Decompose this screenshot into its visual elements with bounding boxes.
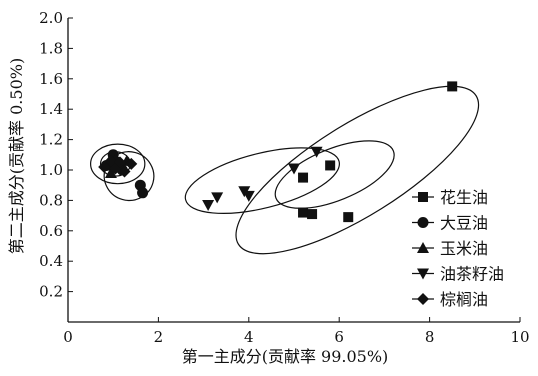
confidence-ellipses <box>89 85 480 255</box>
data-points <box>98 81 458 223</box>
data-point-square <box>298 207 309 218</box>
confidence-ellipse <box>235 85 480 255</box>
data-point-square <box>325 160 336 171</box>
y-tick-label: 1.8 <box>39 39 63 57</box>
legend-label: 油茶籽油 <box>440 265 504 284</box>
y-tick-label: 0.4 <box>39 252 63 270</box>
y-tick-label: 0.2 <box>39 283 63 301</box>
legend-label: 花生油 <box>440 188 488 207</box>
x-axis-title: 第一主成分(贡献率 99.05%) <box>182 347 389 366</box>
x-tick-label: 6 <box>334 328 344 346</box>
axes: 0 2 4 6 8 10 0.2 0.4 0.6 0.8 1.0 1.2 1.4 1.6 1.8 2.0 <box>39 9 529 346</box>
data-point-triangle-down <box>288 163 300 175</box>
y-axis-title: 第二主成分(贡献率 0.50%) <box>7 58 26 254</box>
legend-marker-circle <box>417 217 429 228</box>
legend-label: 棕榈油 <box>440 290 488 309</box>
data-point-square <box>307 209 318 220</box>
data-point-diamond <box>118 165 131 178</box>
x-tick-label: 0 <box>63 328 73 346</box>
confidence-ellipse <box>184 147 340 214</box>
legend-marker-diamond <box>417 293 429 305</box>
data-point-diamond <box>104 154 117 167</box>
data-point-diamond <box>113 156 126 169</box>
legend-label: 玉米油 <box>440 239 488 258</box>
x-tick-label: 8 <box>425 328 435 346</box>
data-point-triangle-down <box>242 190 255 202</box>
legend-label: 大豆油 <box>440 214 488 233</box>
y-tick-label: 0.8 <box>39 191 63 209</box>
x-tick-label: 10 <box>510 328 529 346</box>
data-point-triangle-down <box>211 192 224 204</box>
data-point-triangle-down <box>310 146 323 158</box>
data-point-circle <box>137 187 149 199</box>
data-point-square <box>298 172 309 183</box>
confidence-ellipse <box>274 140 395 209</box>
y-tick-label: 2.0 <box>39 9 63 27</box>
y-tick-label: 1.2 <box>39 131 63 149</box>
y-tick-label: 0.6 <box>39 222 63 240</box>
data-point-triangle-up <box>104 167 117 179</box>
legend-marker-triangle-up <box>417 242 429 253</box>
y-tick-label: 1.4 <box>39 100 63 118</box>
y-tick-label: 1.0 <box>39 161 63 179</box>
confidence-ellipse <box>89 143 146 185</box>
legend-marker-square <box>418 192 428 202</box>
data-point-diamond <box>98 160 111 173</box>
y-tick-label: 1.6 <box>39 70 63 88</box>
data-point-square <box>447 81 458 92</box>
x-tick-label: 2 <box>154 328 164 346</box>
data-point-square <box>343 212 354 223</box>
data-point-triangle-down <box>202 199 215 211</box>
x-tick-label: 4 <box>244 328 254 346</box>
data-point-diamond <box>125 157 138 170</box>
legend-marker-triangle-down <box>417 268 429 280</box>
